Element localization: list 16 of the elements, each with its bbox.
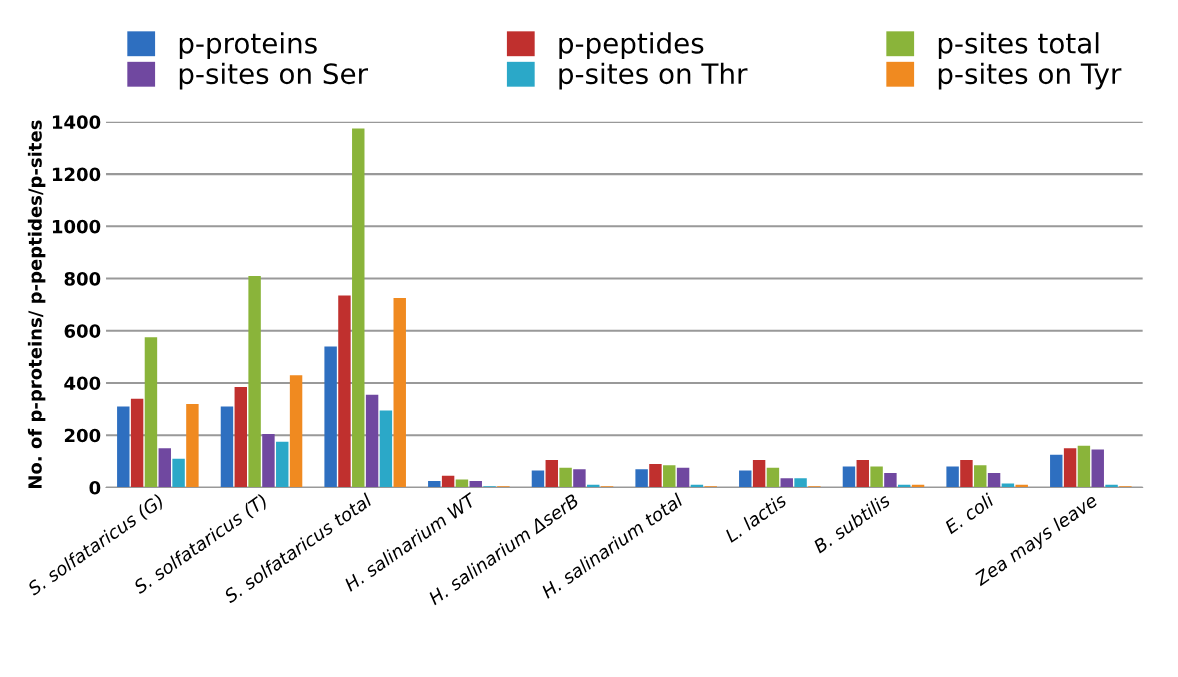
legend-label: p-sites on Ser <box>179 62 369 90</box>
y-axis-title: No. of p-proteins/ p-peptides/p-sites <box>27 120 46 489</box>
legend-label: p-sites total <box>938 32 1099 60</box>
y-tick-label: 400 <box>64 376 101 391</box>
y-tick-label: 1000 <box>52 219 101 234</box>
legend-label: p-sites on Tyr <box>938 62 1122 90</box>
y-tick-label: 200 <box>64 428 101 443</box>
y-tick-label: 800 <box>64 272 101 286</box>
legend-label: p-peptides <box>559 32 704 60</box>
x-tick-label: E. coli <box>943 492 996 535</box>
legend-label: p-sites on Thr <box>559 62 748 90</box>
y-tick-label: 600 <box>64 324 101 338</box>
y-tick-label: 0 <box>89 480 101 495</box>
y-tick-label: 1400 <box>52 115 101 129</box>
legend-label: p-proteins <box>179 32 317 60</box>
y-tick-label: 1200 <box>52 167 101 182</box>
